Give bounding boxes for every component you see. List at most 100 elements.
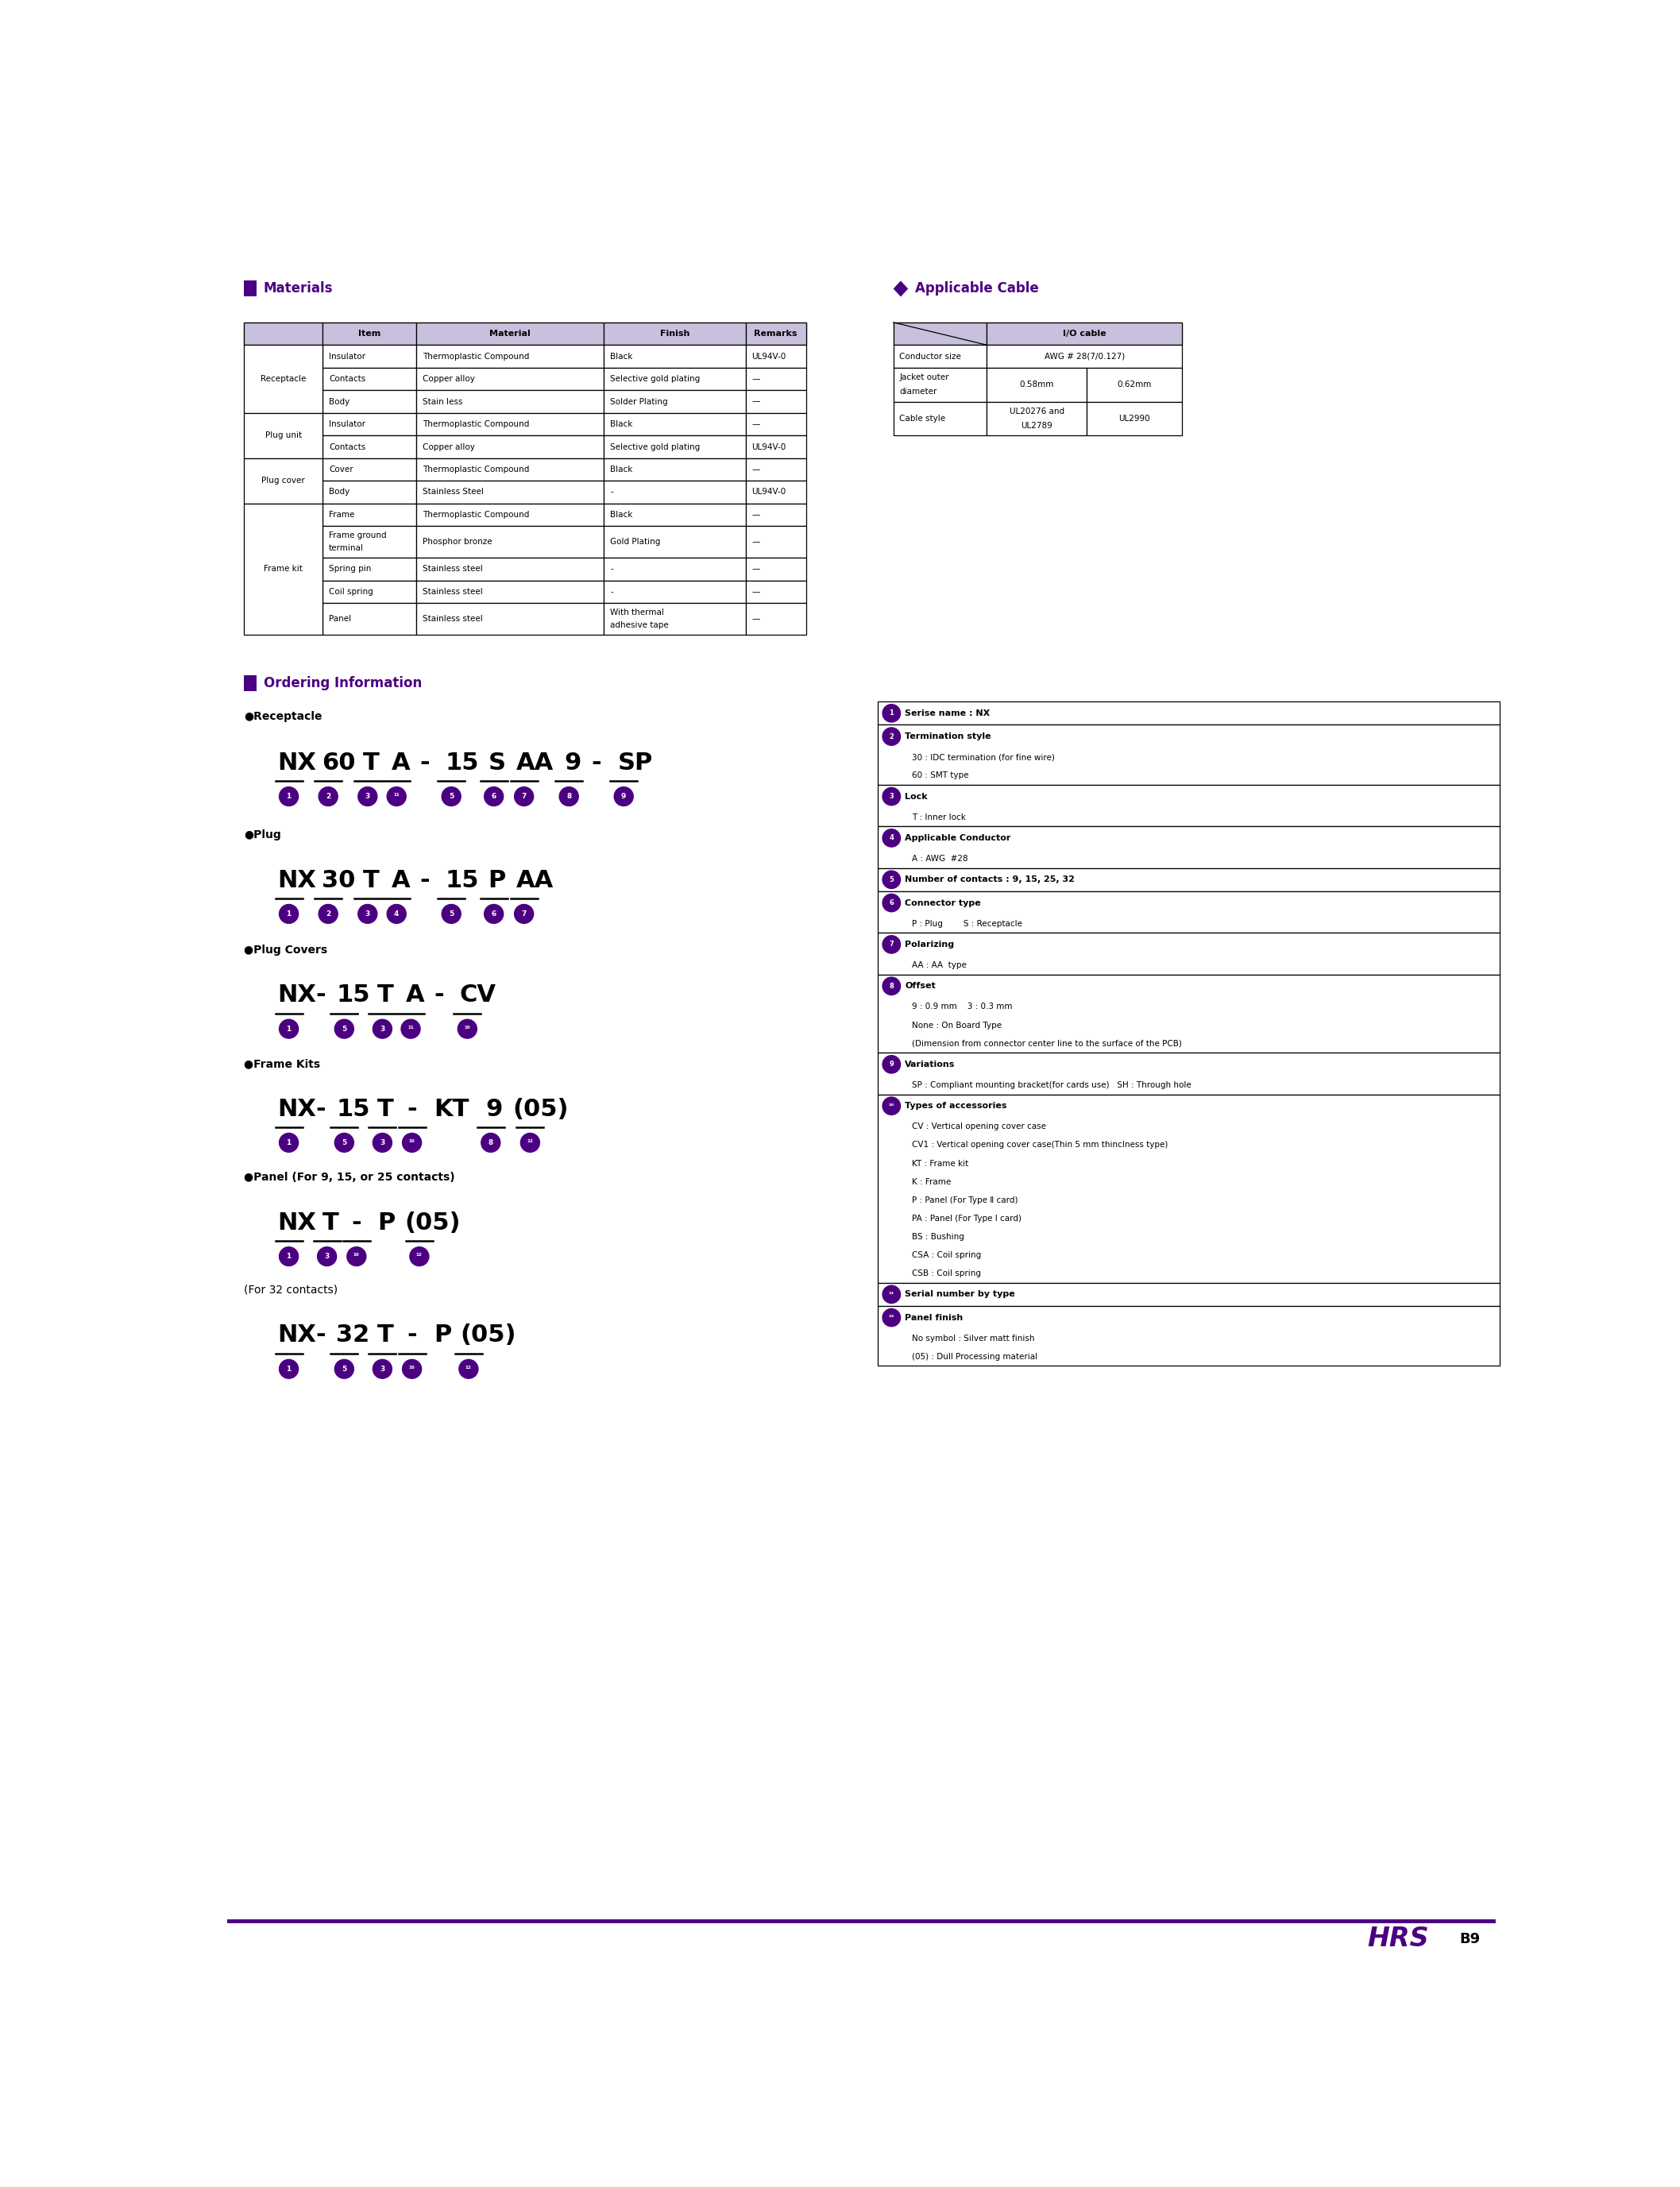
Text: UL94V-0: UL94V-0 [751, 488, 786, 496]
Bar [605, 527, 746, 558]
Text: Solder Plating: Solder Plating [610, 398, 669, 405]
Bar [1087, 402, 1183, 435]
Bar [323, 604, 417, 634]
Text: UL2789: UL2789 [1021, 422, 1053, 431]
Text: Black: Black [610, 420, 633, 429]
Text: CV: CV [459, 984, 496, 1006]
Text: T: T [323, 1212, 339, 1233]
Bar [323, 503, 417, 527]
Text: -: - [316, 1323, 326, 1347]
Bar [894, 346, 986, 367]
Text: —: — [751, 564, 759, 573]
Circle shape [279, 787, 299, 807]
Text: 9 : 0.9 mm    3 : 0.3 mm: 9 : 0.9 mm 3 : 0.3 mm [912, 1004, 1013, 1010]
Circle shape [442, 787, 460, 807]
Text: ¹⁰: ¹⁰ [408, 1365, 415, 1373]
Text: 30: 30 [323, 868, 356, 892]
Circle shape [882, 728, 900, 746]
Text: AWG # 28(7/0.127): AWG # 28(7/0.127) [1045, 352, 1124, 361]
Text: Applicable Cable: Applicable Cable [916, 282, 1038, 295]
Text: Polarizing: Polarizing [906, 940, 954, 949]
Circle shape [279, 1247, 299, 1266]
Text: (05) : Dull Processing material: (05) : Dull Processing material [912, 1354, 1037, 1360]
Circle shape [334, 1133, 354, 1153]
Text: S: S [489, 752, 506, 774]
Text: Jacket outer: Jacket outer [899, 374, 949, 381]
Text: Panel: Panel [329, 615, 351, 623]
Text: 5: 5 [449, 910, 454, 919]
Text: P : Plug        S : Receptacle: P : Plug S : Receptacle [912, 921, 1021, 927]
Circle shape [882, 1056, 900, 1074]
Circle shape [882, 1286, 900, 1303]
Bar [605, 580, 746, 604]
Text: terminal: terminal [329, 545, 363, 551]
Text: Thermoplastic Compound: Thermoplastic Compound [422, 512, 529, 518]
Text: —: — [751, 420, 759, 429]
Bar [894, 321, 1183, 346]
Bar [746, 435, 806, 459]
Circle shape [882, 829, 900, 846]
Text: 5: 5 [341, 1139, 346, 1146]
Text: adhesive tape: adhesive tape [610, 621, 669, 630]
Bar [417, 481, 605, 503]
Text: T: T [363, 868, 380, 892]
Text: P : Panel (For Type Ⅱ card): P : Panel (For Type Ⅱ card) [912, 1196, 1018, 1205]
Text: T: T [363, 752, 380, 774]
Text: 3: 3 [380, 1139, 385, 1146]
Text: Body: Body [329, 398, 349, 405]
Text: 5: 5 [341, 1365, 346, 1373]
Circle shape [358, 787, 376, 807]
Text: I/O cable: I/O cable [1063, 330, 1105, 337]
Bar [417, 321, 605, 346]
Text: A: A [407, 984, 425, 1006]
Text: ¹²: ¹² [889, 1314, 894, 1321]
Text: NX: NX [277, 752, 316, 774]
Text: 8: 8 [566, 794, 571, 800]
Circle shape [403, 1360, 422, 1378]
Bar [323, 580, 417, 604]
Bar [879, 724, 1500, 785]
Text: 7: 7 [889, 940, 894, 947]
Circle shape [402, 1019, 420, 1039]
Bar [605, 435, 746, 459]
Text: Connector type: Connector type [906, 899, 981, 908]
Bar [605, 604, 746, 634]
Text: —: — [751, 466, 759, 472]
Bar [986, 346, 1183, 367]
Text: UL94V-0: UL94V-0 [751, 352, 786, 361]
Text: ¹⁰: ¹⁰ [353, 1253, 360, 1260]
Text: Coil spring: Coil spring [329, 588, 373, 595]
Text: ¹⁰: ¹⁰ [889, 1102, 894, 1109]
Bar [605, 321, 746, 346]
Bar [894, 367, 986, 402]
Bar [417, 527, 605, 558]
Text: -: - [610, 488, 613, 496]
Text: Stain less: Stain less [422, 398, 462, 405]
Text: Finish: Finish [660, 330, 689, 337]
Circle shape [358, 905, 376, 923]
Bar [746, 580, 806, 604]
Text: Ordering Information: Ordering Information [264, 676, 422, 691]
Circle shape [334, 1360, 354, 1378]
Text: Spring pin: Spring pin [329, 564, 371, 573]
Circle shape [882, 787, 900, 805]
Text: Thermoplastic Compound: Thermoplastic Compound [422, 466, 529, 472]
Text: Selective gold plating: Selective gold plating [610, 374, 701, 383]
Text: (05): (05) [512, 1098, 570, 1120]
Bar [323, 367, 417, 389]
Text: AA : AA  type: AA : AA type [912, 962, 966, 969]
Bar [323, 321, 417, 346]
Bar [605, 413, 746, 435]
Bar [879, 702, 1500, 724]
Circle shape [279, 1133, 299, 1153]
Text: -: - [407, 1323, 417, 1347]
Text: P: P [378, 1212, 395, 1233]
Text: AA: AA [516, 868, 554, 892]
Bar [746, 459, 806, 481]
Bar [417, 459, 605, 481]
Bar [746, 413, 806, 435]
Text: NX: NX [277, 1098, 316, 1120]
Bar [746, 558, 806, 580]
Text: Contacts: Contacts [329, 374, 366, 383]
Text: 1: 1 [286, 1365, 291, 1373]
